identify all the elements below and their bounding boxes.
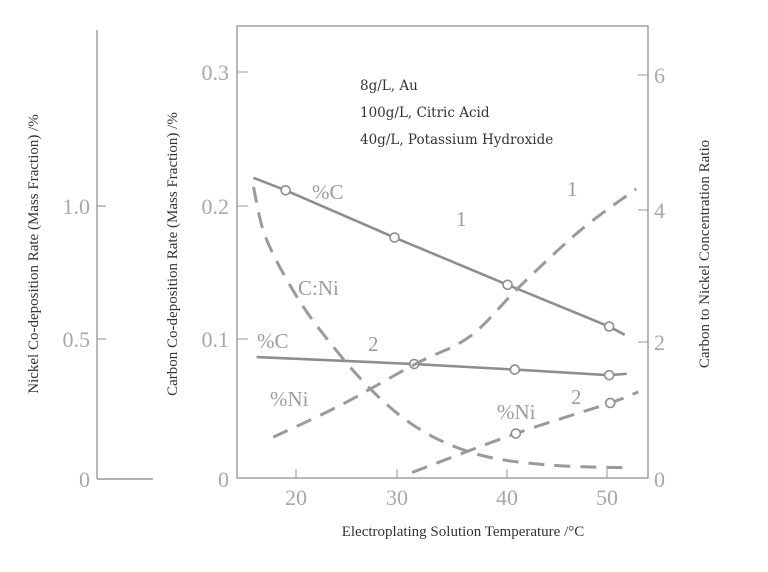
ni-tick-0: 0 [79, 467, 90, 492]
curve-label: 1 [456, 207, 467, 231]
curve-labels: %C 1 1 C:Ni %C 2 %Ni %Ni 2 [257, 177, 582, 424]
svg-text:40: 40 [496, 485, 518, 510]
svg-text:0.1: 0.1 [202, 327, 230, 352]
data-point-marker [510, 428, 522, 439]
series-line-2 [252, 186, 630, 470]
annotation-koh: 40g/L, Potassium Hydroxide [360, 132, 553, 148]
svg-text:4: 4 [654, 198, 665, 223]
svg-text:0: 0 [654, 467, 665, 492]
svg-text:30: 30 [386, 485, 408, 510]
data-point-marker [502, 279, 513, 291]
data-point-marker [389, 232, 400, 243]
curve-label: %C [257, 329, 289, 353]
ratio-axis-label: Carbon to Nickel Concentration Ratio [697, 140, 713, 368]
annotation-au: 8g/L, Au [360, 78, 418, 94]
curve-label: 2 [571, 385, 582, 409]
curve-label: 2 [368, 332, 379, 356]
series-line-1 [256, 355, 627, 377]
nickel-axis-label: Nickel Co-deposition Rate (Mass Fraction… [26, 114, 42, 394]
data-point-marker [603, 369, 615, 381]
annotation-citric-acid: 100g/L, Citric Acid [360, 105, 490, 121]
x-axis-label: Electroplating Solution Temperature /°C [342, 524, 585, 540]
series-line-0 [253, 176, 626, 336]
carbon-axis-label: Carbon Co-deposition Rate (Mass Fraction… [165, 112, 181, 396]
ni-tick-0.5: 0.5 [63, 327, 91, 352]
curve-label: %C [312, 180, 344, 204]
series-layer [252, 176, 639, 474]
svg-text:0.3: 0.3 [202, 60, 230, 85]
svg-text:0.2: 0.2 [202, 194, 230, 219]
data-point-marker [280, 184, 291, 196]
curve-label: C:Ni [298, 276, 339, 300]
nickel-axis: 1.0 0.5 0 [63, 30, 153, 492]
curve-label: %Ni [497, 400, 536, 424]
svg-text:0: 0 [218, 467, 229, 492]
ni-tick-1.0: 1.0 [63, 194, 91, 219]
svg-text:2: 2 [654, 330, 665, 355]
plot-frame: 0.3 0.2 0.1 0 6 4 2 0 20 30 40 50 [202, 25, 665, 510]
data-point-marker [603, 321, 615, 332]
svg-text:20: 20 [285, 485, 307, 510]
curve-label: 1 [567, 177, 578, 201]
curve-label: %Ni [270, 387, 309, 411]
series-line-3 [272, 187, 638, 439]
data-point-marker [604, 397, 616, 409]
svg-text:50: 50 [596, 485, 618, 510]
data-point-marker [509, 364, 521, 375]
svg-text:6: 6 [654, 63, 665, 88]
series-line-4 [411, 390, 639, 474]
